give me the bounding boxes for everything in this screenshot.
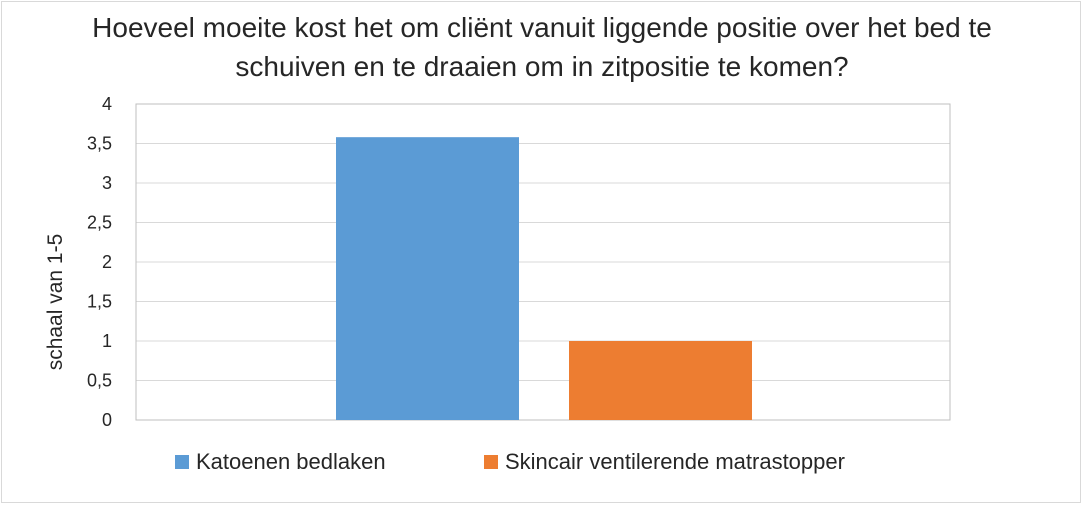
plot-area-border bbox=[135, 103, 951, 421]
y-tick-label: 1 bbox=[102, 331, 112, 351]
bar-katoenen-bedlaken bbox=[336, 137, 519, 420]
bars bbox=[336, 137, 752, 420]
chart-title: Hoeveel moeite kost het om cliënt vanuit… bbox=[92, 12, 992, 82]
legend-label: Katoenen bedlaken bbox=[196, 449, 386, 474]
chart-title-line-2: schuiven en te draaien om in zitpositie … bbox=[235, 51, 848, 82]
y-tick-label: 1,5 bbox=[87, 292, 112, 312]
bar-skincair-matrastopper bbox=[569, 341, 752, 420]
chart-title-line-1: Hoeveel moeite kost het om cliënt vanuit… bbox=[92, 12, 992, 43]
legend: Katoenen bedlaken Skincair ventilerende m… bbox=[175, 449, 845, 474]
legend-label: Skincair ventilerende matrastopper bbox=[505, 449, 845, 474]
y-tick-label: 4 bbox=[102, 94, 112, 114]
gridlines bbox=[135, 103, 951, 421]
y-tick-label: 2 bbox=[102, 252, 112, 272]
y-tick-label: 0 bbox=[102, 410, 112, 430]
legend-swatch bbox=[175, 455, 189, 469]
y-tick-label: 2,5 bbox=[87, 213, 112, 233]
y-axis-tick-labels: 0 0,5 1 1,5 2 2,5 3 3,5 4 bbox=[87, 94, 112, 430]
legend-swatch bbox=[484, 455, 498, 469]
y-tick-label: 3 bbox=[102, 173, 112, 193]
y-axis-title: schaal van 1-5 bbox=[44, 234, 67, 371]
y-tick-label: 3,5 bbox=[87, 134, 112, 154]
y-tick-label: 0,5 bbox=[87, 371, 112, 391]
